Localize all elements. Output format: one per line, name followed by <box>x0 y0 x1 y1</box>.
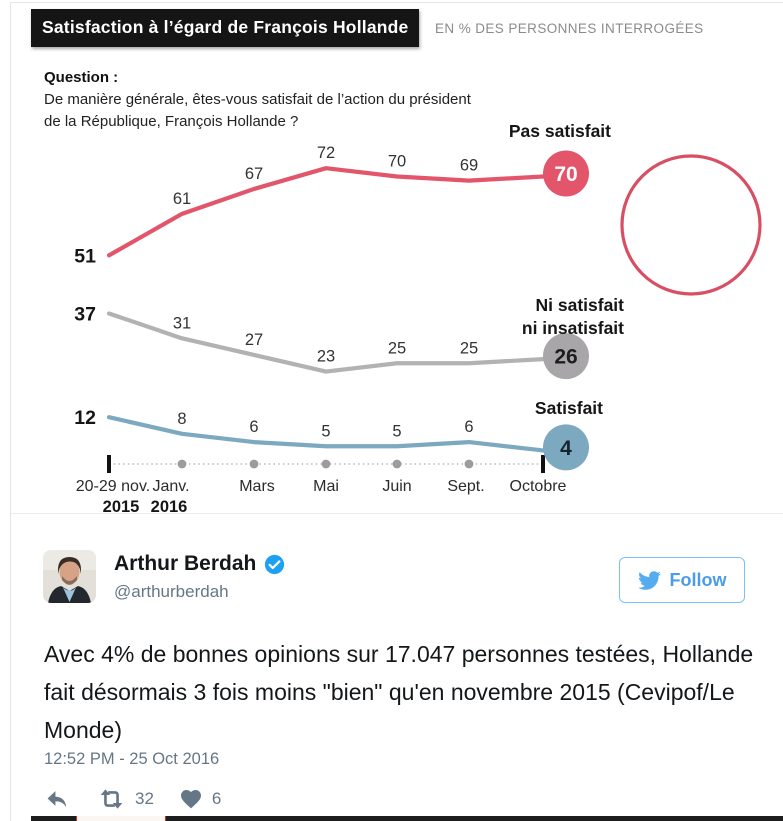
series-end-circle <box>543 333 589 380</box>
value-label: 25 <box>460 339 478 357</box>
user-handle[interactable]: @arthurberdah <box>114 582 229 601</box>
like-count: 6 <box>211 788 222 808</box>
chart-title: Satisfaction à l’égard de François Holla… <box>31 9 420 47</box>
series-end-value: 4 <box>560 437 572 460</box>
like-button[interactable]: 6 <box>179 788 221 810</box>
x-axis-dot <box>177 459 187 469</box>
tweet-actions: 32 6 <box>44 787 221 810</box>
value-label: 6 <box>249 418 258 436</box>
value-label: 25 <box>388 339 406 357</box>
x-axis-dot <box>464 459 474 469</box>
reply-icon <box>47 791 67 808</box>
question-line1: De manière générale, êtes-vous satisfait… <box>44 91 471 108</box>
value-label: 23 <box>317 348 335 366</box>
value-label-first: 37 <box>74 303 96 325</box>
x-tick-year-label: 2016 <box>151 498 188 513</box>
series-name-label: ni insatisfait <box>522 318 624 338</box>
x-axis-dot <box>321 459 331 469</box>
series-end-value: 26 <box>554 346 577 369</box>
value-label: 5 <box>392 422 401 440</box>
avatar-photo <box>43 550 96 603</box>
value-label: 6 <box>464 418 473 436</box>
series-name-label: Satisfait <box>535 398 603 418</box>
satisfaction-line-chart: 20-29 nov. 2015 Janv. 2016 Mars Mai Juin Sept. O… <box>74 121 762 513</box>
retweet-button[interactable]: 32 <box>97 788 154 810</box>
x-tick-label: Sept. <box>447 478 484 495</box>
x-axis-dot <box>392 459 402 469</box>
follow-button[interactable]: Follow <box>619 557 745 603</box>
tweet-text: Avec 4% de bonnes opinions sur 17.047 pe… <box>44 641 754 743</box>
retweet-icon <box>100 788 123 809</box>
reply-button[interactable] <box>44 787 70 810</box>
series-name-label: Ni satisfait <box>536 295 625 315</box>
value-label: 5 <box>321 422 330 440</box>
x-tick-label: Mars <box>239 478 275 495</box>
chart-subtitle: EN % DES PERSONNES INTERROGÉES <box>435 21 704 36</box>
series-end-circle <box>543 424 589 471</box>
value-label-first: 12 <box>74 407 96 429</box>
chart-question: Question : De manière générale, êtes-vou… <box>44 67 471 133</box>
value-label: 69 <box>460 157 478 175</box>
value-label: 70 <box>388 153 406 171</box>
tweet-media-chart[interactable]: Satisfaction à l’égard de François Holla… <box>11 3 783 514</box>
series-end-value: 70 <box>554 163 577 186</box>
follow-label: Follow <box>669 569 727 590</box>
next-media-sliver <box>31 816 783 821</box>
timestamp[interactable]: 12:52 PM - 25 Oct 2016 <box>44 750 220 768</box>
value-label: 67 <box>245 165 263 183</box>
retweet-count: 32 <box>135 788 154 808</box>
portrait-ring <box>620 154 762 296</box>
x-tick-year-label: 2015 <box>103 498 140 513</box>
avatar[interactable] <box>43 550 96 603</box>
x-tick-label: Octobre <box>510 478 567 495</box>
value-label: 31 <box>173 314 191 332</box>
heart-icon <box>180 789 201 808</box>
question-label: Question : <box>44 69 119 86</box>
twitter-bird-icon <box>637 570 661 590</box>
value-label: 8 <box>177 410 186 428</box>
value-label: 72 <box>317 144 335 162</box>
tweet-card: Satisfaction à l’égard de François Holla… <box>10 2 783 821</box>
x-tick-label: 20-29 nov. <box>76 478 150 495</box>
x-axis-end-tick <box>541 455 545 473</box>
x-axis-end-tick <box>107 455 111 473</box>
series-line <box>106 166 546 258</box>
hollande-portrait-illustration <box>620 154 762 296</box>
x-tick-label: Mai <box>313 478 339 495</box>
next-media-sliver-gap <box>76 816 166 821</box>
x-tick-label: Janv. <box>152 478 189 495</box>
series-line <box>106 311 546 374</box>
series-name-label: Pas satisfait <box>509 121 611 141</box>
value-label-first: 51 <box>74 245 96 267</box>
verified-badge-icon <box>265 554 285 574</box>
series-end-circle <box>543 150 589 197</box>
question-line2: de la République, François Hollande ? <box>44 113 299 130</box>
x-axis-dot <box>249 459 259 469</box>
user-block: Arthur Berdah @arthurberdah <box>114 552 285 602</box>
value-label: 61 <box>173 190 191 208</box>
x-tick-label: Juin <box>382 478 411 495</box>
series-line <box>106 415 546 453</box>
display-name[interactable]: Arthur Berdah <box>114 552 257 575</box>
value-label: 27 <box>245 331 263 349</box>
